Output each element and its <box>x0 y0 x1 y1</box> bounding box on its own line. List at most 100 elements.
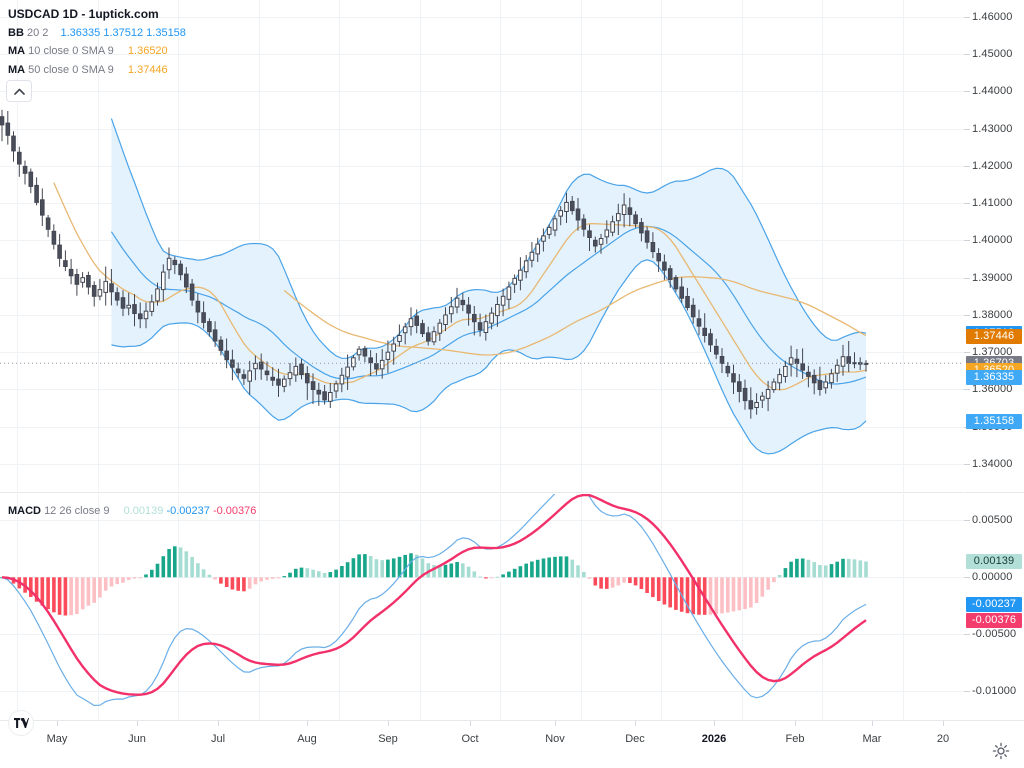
time-tick-mark <box>388 721 389 726</box>
candle-bearish <box>690 304 696 318</box>
ma-10-line <box>53 182 867 391</box>
legend-bb-params: 20 2 <box>26 27 49 39</box>
gridline-vertical <box>339 0 340 492</box>
macd-histogram-bar <box>789 561 793 578</box>
axis-tick-label: 1.38000 <box>972 309 1013 321</box>
macd-scale[interactable]: 0.00500 0.00000 -0.00500 -0.01000 0.00139 -0.… <box>964 494 1024 720</box>
chart-settings-button[interactable] <box>992 742 1010 760</box>
macd-histogram-bar <box>138 577 143 579</box>
candle-bullish <box>621 204 627 215</box>
axis-tick-label: 1.46000 <box>972 11 1013 23</box>
macd-histogram-bar <box>731 577 736 612</box>
macd-histogram-bar <box>708 577 713 615</box>
candle-bearish <box>731 373 736 383</box>
bb-lower-badge[interactable]: 1.35158 <box>966 414 1022 429</box>
macd-histogram-bar <box>852 559 857 578</box>
macd-histogram-bar <box>582 572 586 578</box>
time-scale[interactable]: May Jun Jul Aug Sep Oct Nov Dec 2026 Feb Mar 20 <box>0 720 1024 768</box>
macd-histogram-bar <box>720 577 724 614</box>
price-scale[interactable]: 1.46000 1.45000 1.44000 1.43000 1.42000 1.410… <box>964 0 1024 492</box>
macd-histogram-bar <box>432 565 436 578</box>
legend-ma50-params: 50 close 0 SMA 9 <box>28 64 114 76</box>
macd-histogram-bar <box>772 577 776 583</box>
time-axis-label: Oct <box>461 733 479 745</box>
candle-bearish <box>310 381 316 391</box>
legend-macd[interactable]: MACD 12 26 close 9 0.00139 -0.00237 -0.0… <box>8 505 256 517</box>
candle-bullish <box>765 389 771 399</box>
legend-ma-10[interactable]: MA 10 close 0 SMA 9 1.36520 <box>8 45 168 57</box>
axis-tick-mark <box>964 203 970 204</box>
candle-bullish <box>345 366 350 378</box>
macd-histogram-bar <box>414 554 419 578</box>
candle-bullish <box>149 301 155 312</box>
macd-histogram-bar <box>224 577 229 587</box>
macd-histogram-bar <box>697 577 701 615</box>
macd-histogram-bar <box>69 577 73 616</box>
macd-histogram-bar <box>651 577 655 598</box>
axis-tick-mark <box>964 166 970 167</box>
candle-bearish <box>22 165 28 174</box>
candle-bearish <box>662 261 667 271</box>
candle-bearish <box>737 381 742 392</box>
candle-bullish <box>523 260 529 273</box>
axis-tick-mark <box>964 91 970 92</box>
gridline-horizontal <box>0 577 964 578</box>
gridline-vertical <box>178 0 179 492</box>
gridline-vertical <box>500 494 501 720</box>
macd-histogram-bar <box>472 571 477 578</box>
axis-tick-label: 0.00500 <box>972 514 1013 526</box>
ma50-badge[interactable]: 1.37446 <box>966 329 1022 344</box>
macd-histogram-bar <box>34 577 39 602</box>
macd-histogram-bar <box>270 577 275 579</box>
candle-bearish <box>57 244 62 259</box>
legend-bb-value-lower: 1.35158 <box>146 27 186 39</box>
macd-histogram-bar <box>599 577 603 589</box>
candle-bearish <box>34 184 39 203</box>
axis-tick-label: 1.37000 <box>972 346 1013 358</box>
macd-histogram-bar <box>409 553 413 578</box>
macd-line-badge[interactable]: -0.00237 <box>966 597 1022 612</box>
macd-histogram-bar <box>674 577 678 610</box>
macd-histogram-bar <box>478 576 482 578</box>
gridline-vertical <box>741 494 743 720</box>
gridline-horizontal <box>0 17 964 18</box>
candle-bullish <box>333 383 339 392</box>
legend-bollinger-bands[interactable]: BB 20 2 1.36335 1.37512 1.35158 <box>8 27 186 39</box>
candle-bullish <box>155 288 160 302</box>
collapse-legend-button[interactable] <box>6 80 32 102</box>
legend-ma-50[interactable]: MA 50 close 0 SMA 9 1.37446 <box>8 64 168 76</box>
gridline-horizontal <box>0 203 964 204</box>
tradingview-logo[interactable] <box>8 710 34 736</box>
price-pane[interactable] <box>0 0 964 492</box>
bb-basis-badge[interactable]: 1.36335 <box>966 370 1022 385</box>
macd-histogram-bar <box>489 577 494 579</box>
candle-bearish <box>633 214 638 225</box>
candle-bearish <box>132 304 137 315</box>
candle-bullish <box>166 257 172 271</box>
candle-bullish <box>788 357 794 365</box>
time-axis-label: Jul <box>210 733 226 745</box>
macd-histogram-bar <box>685 577 690 614</box>
macd-histogram-bar <box>829 564 834 578</box>
candle-bearish <box>368 357 373 364</box>
candle-bullish <box>564 201 569 212</box>
macd-histogram-bar <box>201 569 206 578</box>
time-tick-mark <box>57 721 58 726</box>
macd-pane[interactable] <box>0 494 964 720</box>
macd-signal-badge[interactable]: -0.00376 <box>966 613 1022 628</box>
macd-histogram-bar <box>443 564 448 578</box>
macd-histogram-bar <box>299 567 304 578</box>
macd-histogram-bar <box>558 556 563 578</box>
macd-histogram-bar <box>593 577 598 586</box>
macd-histogram-bar <box>806 559 811 578</box>
macd-hist-badge[interactable]: 0.00139 <box>966 554 1022 569</box>
bollinger-basis-line <box>110 225 867 385</box>
candle-bullish <box>408 318 414 328</box>
candle-bearish <box>794 358 800 364</box>
macd-histogram-bar <box>714 577 719 615</box>
macd-histogram-bar <box>351 558 356 578</box>
macd-histogram-bar <box>259 577 263 582</box>
candle-bearish <box>817 380 823 391</box>
macd-line <box>1 494 867 707</box>
candle-bearish <box>696 318 702 327</box>
